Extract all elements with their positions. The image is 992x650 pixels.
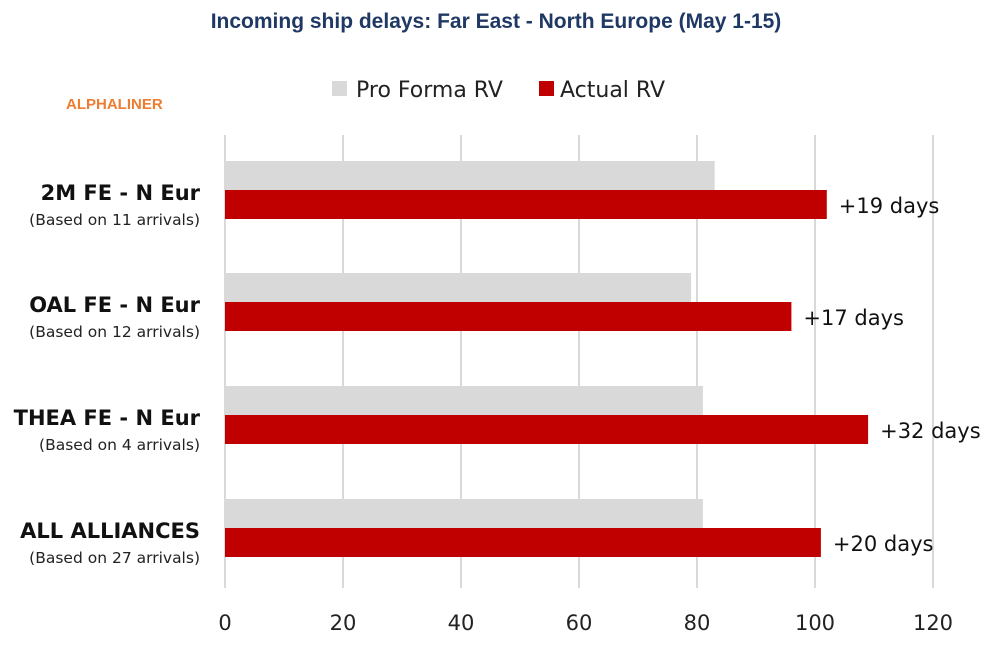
bar-pro-forma: [225, 161, 715, 190]
bar-pro-forma: [225, 386, 703, 415]
x-tick-label: 80: [684, 611, 711, 635]
category-labels: +19 days 2M FE - N Eur (Based on 11 arriva…: [14, 181, 981, 567]
x-tick-label: 0: [218, 611, 231, 635]
bar-actual: [225, 190, 827, 219]
bar-actual: [225, 528, 821, 557]
legend-label: Pro Forma RV: [356, 78, 503, 103]
bar-actual: [225, 302, 792, 331]
category-subtitle: (Based on 27 arrivals): [29, 549, 200, 567]
delay-label: +17 days: [803, 306, 904, 330]
delay-label: +20 days: [833, 532, 934, 556]
x-tick-label: 40: [448, 611, 475, 635]
x-tick-label: 20: [330, 611, 357, 635]
chart-title: Incoming ship delays: Far East - North E…: [211, 10, 782, 33]
bar-pro-forma: [225, 499, 703, 528]
bars: [225, 161, 869, 557]
category-subtitle: (Based on 12 arrivals): [29, 323, 200, 341]
x-axis-ticks: 0 20 40 60 80 100 120: [218, 611, 953, 635]
delay-label: +19 days: [839, 194, 940, 218]
category-name: 2M FE - N Eur: [41, 181, 201, 205]
category-name: THEA FE - N Eur: [14, 406, 201, 430]
x-tick-label: 100: [795, 611, 835, 635]
legend: Pro Forma RV Actual RV: [332, 78, 665, 103]
source-label: ALPHALINER: [66, 96, 163, 113]
category-subtitle: (Based on 4 arrivals): [39, 436, 200, 454]
legend-label: Actual RV: [560, 78, 665, 103]
bar-actual: [225, 415, 869, 444]
category-subtitle: (Based on 11 arrivals): [29, 211, 200, 229]
legend-swatch: [332, 81, 347, 96]
legend-swatch: [539, 81, 554, 96]
category-name: OAL FE - N Eur: [29, 293, 200, 317]
category-name: ALL ALLIANCES: [20, 519, 200, 543]
x-tick-label: 60: [566, 611, 593, 635]
bar-pro-forma: [225, 273, 692, 302]
delay-label: +32 days: [880, 419, 981, 443]
x-tick-label: 120: [913, 611, 953, 635]
